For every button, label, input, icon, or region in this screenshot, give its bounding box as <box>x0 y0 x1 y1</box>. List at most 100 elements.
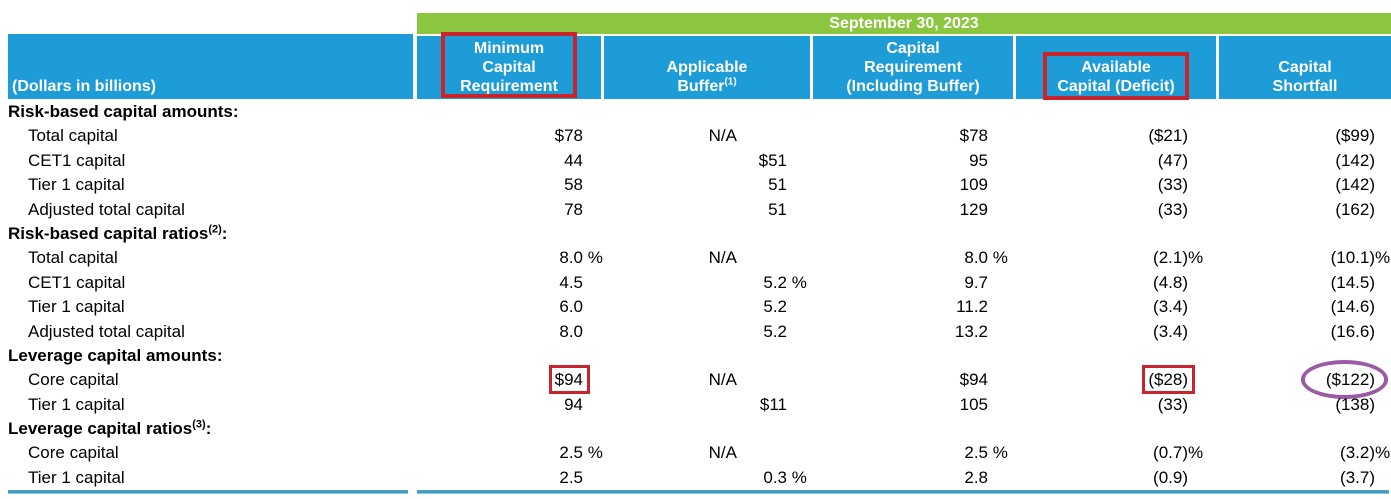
cell-suffix <box>787 320 810 344</box>
value-cell: (2.1)% <box>1016 246 1216 270</box>
value-cell: (10.1)% <box>1219 246 1391 270</box>
cell-suffix <box>988 368 1013 392</box>
cell-suffix <box>1375 320 1391 344</box>
cell-value: 8.0 <box>964 248 988 268</box>
table-row: Tier 1 capital 94 $11 105 (33) (138) <box>0 393 1391 417</box>
cell-suffix <box>1375 393 1391 417</box>
cell-suffix: % <box>1375 443 1391 463</box>
value-cell: ($122) <box>1219 360 1391 400</box>
header-line: Capital (Deficit) <box>1057 78 1175 95</box>
cell-suffix: % <box>1188 443 1204 463</box>
value-cell: (3.4) <box>1016 295 1216 319</box>
cell-value: 94 <box>564 394 583 414</box>
dollars-in-billions-label: (Dollars in billions) <box>8 34 413 99</box>
value-cell: 2.8 <box>813 466 1013 490</box>
row-label: CET1 capital <box>28 272 126 292</box>
cell-suffix <box>583 124 601 148</box>
cell-suffix <box>787 295 810 319</box>
column-header-text: Capital Shortfall <box>1273 58 1338 96</box>
cell-value: $78 <box>959 126 988 146</box>
column-header-capital-shortfall: Capital Shortfall <box>1219 36 1391 99</box>
cell-value: 6.0 <box>559 297 583 317</box>
table-row: Leverage capital amounts: <box>0 344 1391 368</box>
cell-value: (4.8) <box>1153 272 1188 292</box>
value-cell: ($21) <box>1016 124 1216 148</box>
header-line: Minimum <box>473 40 545 57</box>
value-cell: 95 <box>813 149 1013 173</box>
value-cell: (0.7)% <box>1016 441 1216 465</box>
value-cell: 109 <box>813 173 1013 197</box>
cell-value: 51 <box>768 199 787 219</box>
cell-value: ($122) <box>1219 360 1389 400</box>
cell-value: (3.4) <box>1153 321 1188 341</box>
header-line: Requirement <box>864 59 962 76</box>
cell-value: $11 <box>759 394 787 414</box>
column-header-minimum-capital-requirement: Minimum Capital Requirement <box>417 32 601 99</box>
cell-value: (138) <box>1335 394 1375 414</box>
value-cell: (14.6) <box>1219 295 1391 319</box>
table-row: Core capital 2.5 % N/A 2.5 % (0.7)% (3.2)% <box>0 441 1391 465</box>
cell-value: 5.2 <box>763 297 787 317</box>
table-body: Risk-based capital amounts: Total capital… <box>0 100 1391 490</box>
value-cell: (33) <box>1016 393 1216 417</box>
cell-value: 58 <box>564 175 583 195</box>
cell-value: 0.3 <box>763 467 787 487</box>
value-cell: 13.2 <box>813 320 1013 344</box>
value-cell: 44 <box>417 149 601 173</box>
bottom-rule-right <box>417 490 1389 494</box>
cell-value: (142) <box>1335 150 1375 170</box>
row-label: Tier 1 capital <box>28 175 125 195</box>
cell-value: 11.2 <box>956 297 988 317</box>
value-cell: (142) <box>1219 173 1391 197</box>
cell-suffix <box>583 393 601 417</box>
cell-value: 44 <box>564 150 583 170</box>
value-cell: 51 <box>604 173 810 197</box>
red-box-annotation: Available Capital (Deficit) <box>1043 52 1190 100</box>
cell-suffix <box>787 393 810 417</box>
value-cell: 0.3 % <box>604 466 810 490</box>
row-label: Core capital <box>28 443 119 463</box>
table-row: Adjusted total capital 78 51 129 (33) (162) <box>0 198 1391 222</box>
cell-value: 78 <box>564 199 583 219</box>
cell-value: (33) <box>1157 394 1188 414</box>
cell-suffix <box>583 295 601 319</box>
row-label: Risk-based capital amounts: <box>8 102 239 121</box>
cell-value: $51 <box>758 150 787 170</box>
cell-value: 105 <box>959 394 988 414</box>
value-cell: ($28) <box>1016 365 1216 395</box>
table-row: Tier 1 capital 58 51 109 (33) (142) <box>0 173 1391 197</box>
row-label: Tier 1 capital <box>28 467 125 487</box>
red-box-annotation: $94 <box>548 365 591 395</box>
cell-value: (0.7) <box>1153 443 1188 463</box>
row-label: Tier 1 capital <box>28 297 125 317</box>
value-cell: 94 <box>417 393 601 417</box>
value-cell: N/A <box>604 124 810 148</box>
cell-value: (10.1) <box>1330 248 1375 268</box>
cell-suffix <box>583 198 601 222</box>
value-cell: 8.0 % <box>417 246 602 270</box>
cell-value: (14.5) <box>1330 272 1375 292</box>
header-line: Requirement <box>460 78 558 95</box>
cell-suffix <box>1188 466 1216 490</box>
cell-suffix <box>988 271 1013 295</box>
value-cell: (162) <box>1219 198 1391 222</box>
cell-value: ($28) <box>1016 365 1195 395</box>
cell-value: N/A <box>708 370 737 390</box>
value-cell: 2.5 <box>417 466 601 490</box>
cell-value: 8.0 <box>559 248 583 268</box>
cell-value: (47) <box>1157 150 1188 170</box>
row-label: Leverage capital amounts: <box>8 345 223 365</box>
cell-suffix <box>787 149 810 173</box>
cell-suffix <box>1188 271 1216 295</box>
cell-value: $94 <box>417 365 591 395</box>
cell-value: 95 <box>969 150 988 170</box>
cell-suffix <box>988 198 1013 222</box>
value-cell: 8.0 % <box>813 246 1013 270</box>
table-row: Adjusted total capital 8.0 5.2 13.2 (3.4) (16… <box>0 320 1391 344</box>
cell-value: (142) <box>1335 175 1375 195</box>
value-cell: 2.5 % <box>417 441 602 465</box>
cell-suffix <box>787 198 810 222</box>
row-label: Tier 1 capital <box>28 394 125 414</box>
red-box-annotation: Minimum Capital Requirement <box>441 32 577 98</box>
